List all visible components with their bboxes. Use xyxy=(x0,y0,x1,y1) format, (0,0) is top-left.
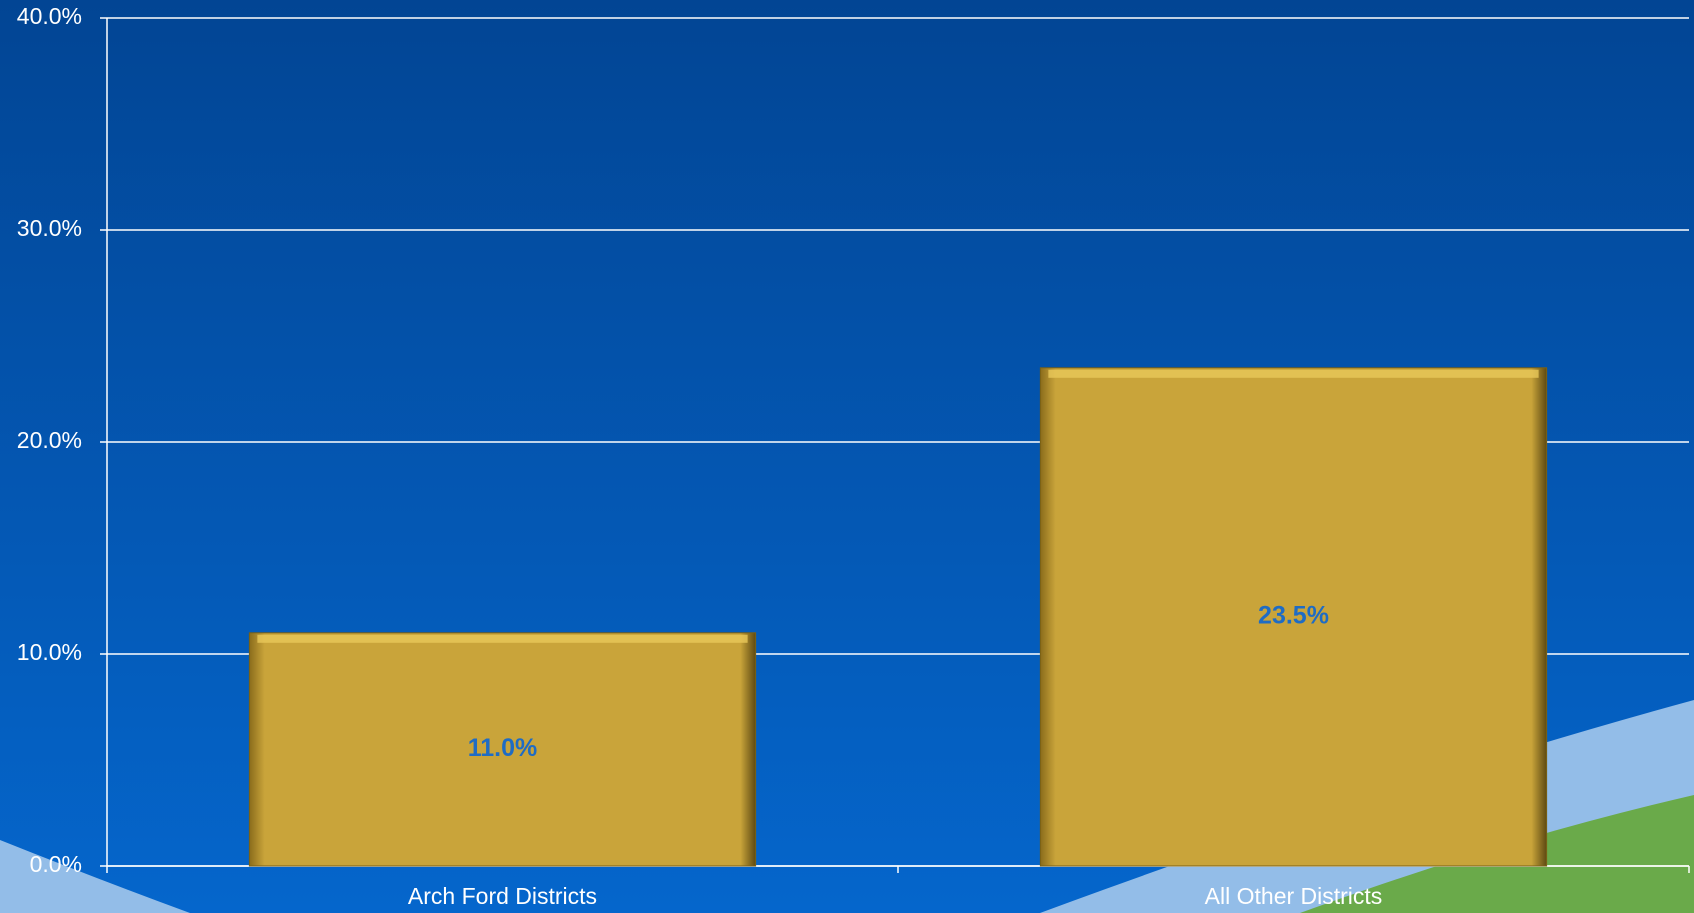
bar-highlight xyxy=(1048,369,1539,378)
x-tick-label: All Other Districts xyxy=(1205,883,1383,909)
decor-curve xyxy=(0,840,190,913)
y-tick-label: 40.0% xyxy=(17,3,82,29)
y-tick-label: 30.0% xyxy=(17,215,82,241)
y-tick-label: 0.0% xyxy=(30,851,82,877)
bar-highlight xyxy=(257,634,748,643)
value-label: 11.0% xyxy=(468,734,538,762)
bar xyxy=(1039,367,1548,867)
value-label: 23.5% xyxy=(1258,602,1329,630)
y-tick-label: 20.0% xyxy=(17,427,82,453)
x-tick-label: Arch Ford Districts xyxy=(408,883,597,909)
y-tick-label: 10.0% xyxy=(17,639,82,665)
bar xyxy=(248,632,757,867)
